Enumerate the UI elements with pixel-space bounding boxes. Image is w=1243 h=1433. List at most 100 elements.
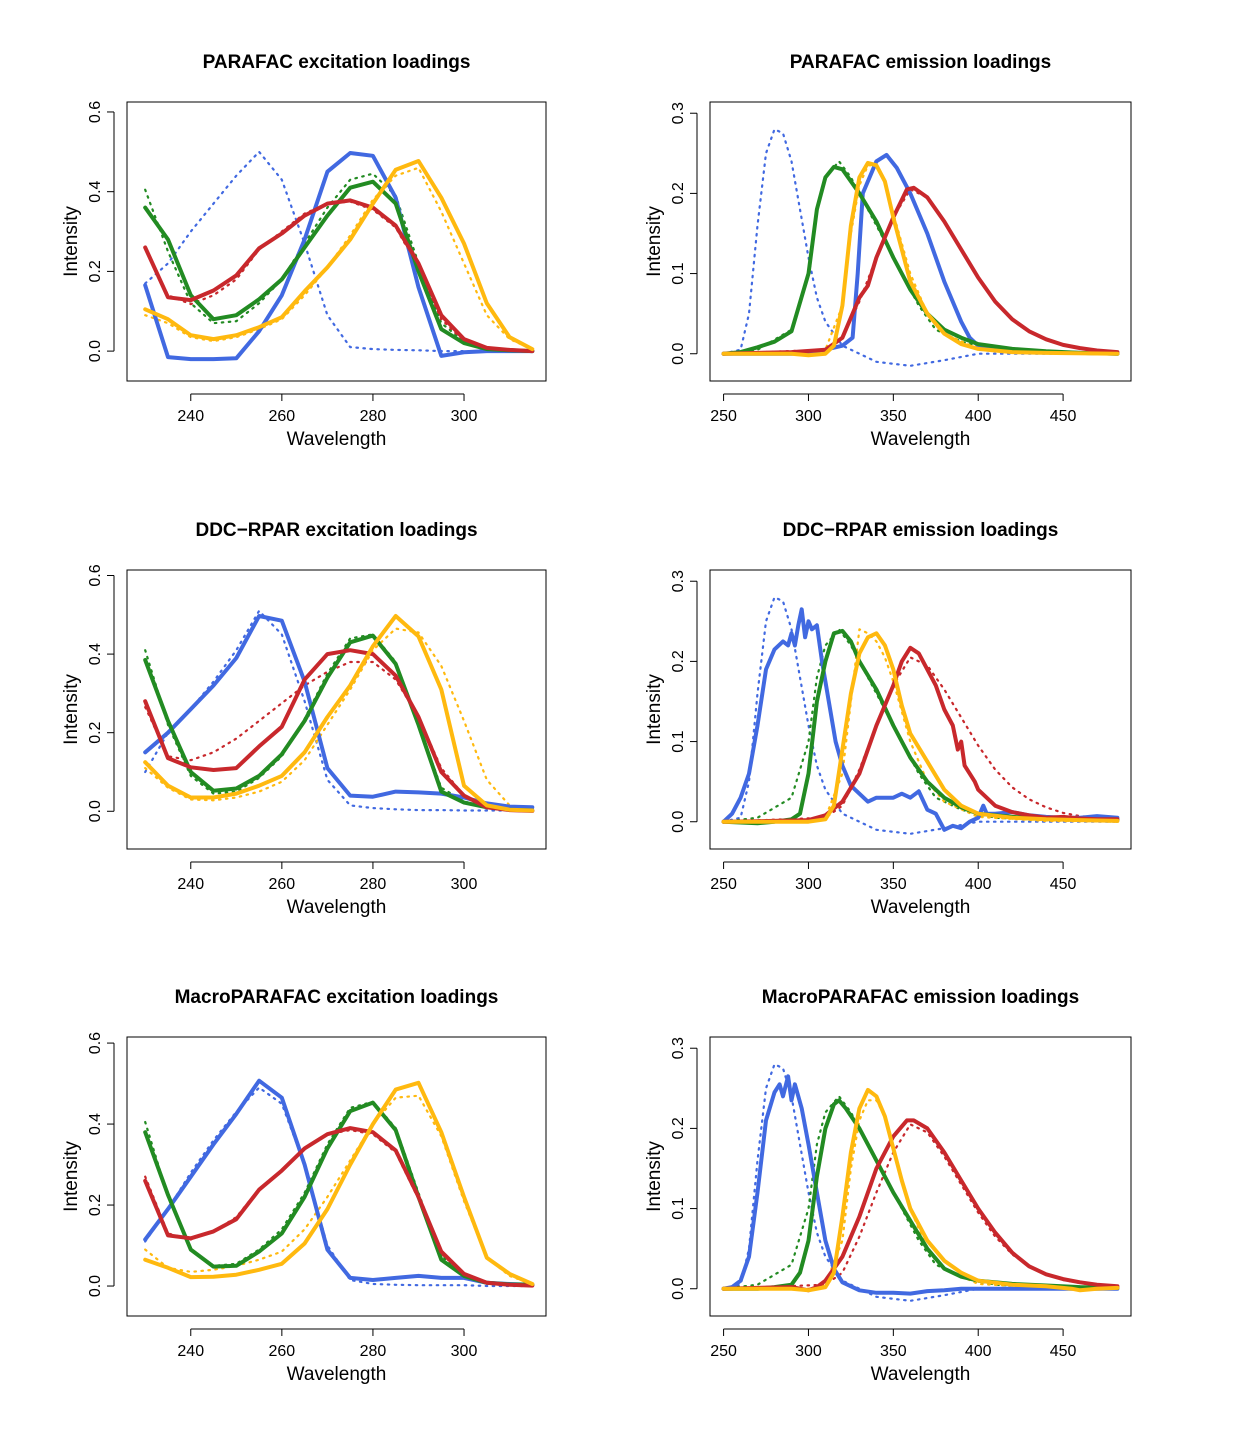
y-tick-label: 0.1 [670,730,687,752]
series-line-solid [721,645,1120,824]
series-line-dotted [144,1094,534,1286]
series-line-solid [721,164,1120,356]
x-tick-label: 280 [360,876,387,893]
chart-title: DDC−RPAR emission loadings [783,520,1059,541]
series-line-solid [143,1080,535,1286]
y-tick-label: 0.0 [87,1275,104,1297]
x-tick-label: 300 [795,1343,822,1360]
series-line-solid [721,1118,1120,1293]
series-line-solid [143,151,535,362]
y-tick-label: 0.6 [87,101,104,123]
x-tick-label: 450 [1050,1343,1077,1360]
series-line-dotted [722,128,1119,367]
x-tick-label: 400 [965,408,992,425]
chart-title: MacroPARAFAC emission loadings [762,987,1079,1008]
x-axis-label: Wavelength [287,897,387,918]
series-line-dotted [144,660,534,812]
y-tick-label: 0.3 [670,570,687,592]
x-tick-label: 240 [177,1343,204,1360]
y-tick-label: 0.3 [670,102,687,124]
x-tick-label: 400 [965,1343,992,1360]
y-axis-label: Intensity [61,674,82,745]
x-tick-label: 250 [710,1343,737,1360]
series-line-solid [721,631,1120,824]
chart-title: MacroPARAFAC excitation loadings [175,987,499,1008]
y-tick-label: 0.2 [670,182,687,204]
series-line-dotted [144,609,534,812]
y-tick-label: 0.0 [670,343,687,365]
y-tick-label: 0.6 [87,564,104,586]
series-line-dotted [144,200,534,353]
panel-ddc-rpar-emission: DDC−RPAR emission loadings 250 300 350 400 45… [644,520,1132,918]
y-tick-label: 0.2 [670,650,687,672]
x-tick-label: 240 [177,408,204,425]
x-tick-label: 300 [795,408,822,425]
series-line-solid [721,1098,1120,1291]
x-tick-label: 450 [1050,876,1077,893]
series-line-solid [143,198,535,354]
y-tick-label: 0.1 [670,262,687,284]
plot-frame [709,1036,1132,1317]
x-tick-label: 260 [268,408,295,425]
x-tick-label: 300 [451,876,478,893]
x-tick-label: 450 [1050,408,1077,425]
series-line-solid [721,152,1120,356]
y-tick-label: 0.0 [87,340,104,362]
y-axis-label: Intensity [61,206,82,277]
x-tick-label: 400 [965,876,992,893]
x-tick-label: 300 [795,876,822,893]
series-line-dotted [144,627,534,812]
series-line-solid [143,648,535,813]
y-tick-label: 0.1 [670,1197,687,1219]
panel-ddc-rpar-excitation: DDC−RPAR excitation loadings 240 260 280 300… [61,520,547,918]
y-tick-label: 0.2 [87,721,104,743]
y-tick-label: 0.4 [87,1113,104,1135]
x-axis-label: Wavelength [287,1364,387,1385]
plot-frame [126,1036,547,1317]
x-tick-label: 280 [360,408,387,425]
panel-parafac-excitation: PARAFAC excitation loadings 240 260 280 300 W… [61,52,547,450]
y-tick-label: 0.4 [87,180,104,202]
x-tick-label: 250 [710,876,737,893]
series-line-solid [143,159,535,352]
x-tick-label: 350 [880,1343,907,1360]
x-tick-label: 280 [360,1343,387,1360]
y-tick-label: 0.4 [87,643,104,665]
y-tick-label: 0.2 [87,260,104,282]
series-line-dotted [722,1063,1119,1302]
series-line-solid [143,614,535,810]
panel-parafac-emission: PARAFAC emission loadings 250 300 350 400 450… [644,52,1132,450]
series-line-solid [721,160,1120,358]
plot-frame [126,101,547,382]
series-line-solid [721,1074,1120,1296]
series-line-solid [143,1126,535,1288]
chart-title: PARAFAC emission loadings [790,52,1051,73]
y-tick-label: 0.3 [670,1037,687,1059]
x-tick-label: 350 [880,876,907,893]
x-tick-label: 350 [880,408,907,425]
x-axis-label: Wavelength [287,429,387,450]
y-tick-label: 0.0 [670,811,687,833]
y-tick-label: 0.6 [87,1032,104,1054]
chart-title: DDC−RPAR excitation loadings [195,520,477,541]
x-tick-label: 260 [268,1343,295,1360]
y-tick-label: 0.2 [670,1117,687,1139]
x-axis-label: Wavelength [871,429,971,450]
chart-title: PARAFAC excitation loadings [203,52,471,73]
x-axis-label: Wavelength [871,1364,971,1385]
x-tick-label: 240 [177,876,204,893]
series-line-solid [143,614,535,813]
panel-macroparafac-emission: MacroPARAFAC emission loadings 250 300 350 4… [644,987,1132,1385]
y-tick-label: 0.0 [87,800,104,822]
series-line-solid [721,1087,1120,1293]
x-tick-label: 300 [451,408,478,425]
series-line-dotted [722,1123,1119,1290]
x-tick-label: 260 [268,876,295,893]
y-tick-label: 0.0 [670,1278,687,1300]
plot-frame [709,569,1132,850]
y-axis-label: Intensity [644,674,665,745]
plot-frame [709,101,1132,382]
plot-frame [126,569,547,850]
series-line-dotted [722,1099,1119,1290]
